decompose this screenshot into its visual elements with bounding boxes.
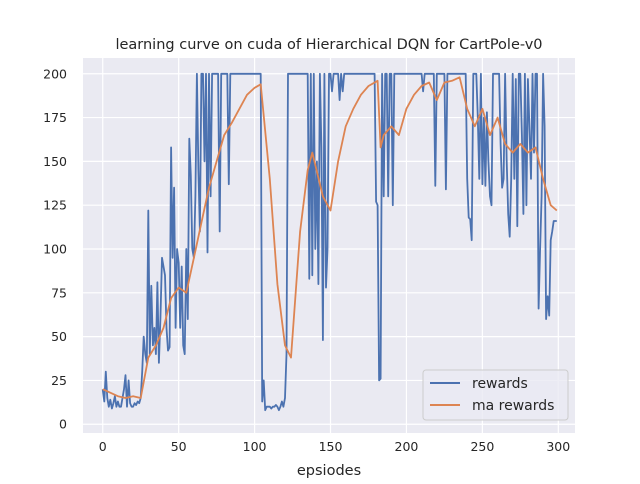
y-tick-label: 125 bbox=[43, 198, 67, 213]
series-line-ma-rewards bbox=[102, 76, 558, 399]
x-tick-label: 50 bbox=[171, 439, 187, 454]
series-line-rewards bbox=[101, 72, 557, 412]
series-lines bbox=[101, 72, 558, 412]
x-tick-label: 300 bbox=[546, 439, 570, 454]
y-tick-label: 75 bbox=[51, 285, 67, 300]
legend-label-rewards: rewards bbox=[472, 376, 528, 392]
chart-title: learning curve on cuda of Hierarchical D… bbox=[115, 37, 542, 53]
x-tick-labels: 0 50 100 150 200 250 300 bbox=[99, 439, 571, 454]
x-axis-label: epsiodes bbox=[297, 463, 361, 479]
y-tick-label: 25 bbox=[51, 373, 67, 388]
y-tick-label: 150 bbox=[43, 154, 67, 169]
y-tick-label: 100 bbox=[43, 242, 67, 257]
legend-label-ma-rewards: ma rewards bbox=[472, 398, 554, 414]
y-tick-labels: 0 25 50 75 100 125 150 175 200 bbox=[43, 66, 67, 431]
x-tick-label: 250 bbox=[470, 439, 494, 454]
x-tick-label: 150 bbox=[319, 439, 343, 454]
x-tick-label: 200 bbox=[395, 439, 419, 454]
legend: rewards ma rewards bbox=[422, 369, 569, 421]
y-tick-label: 50 bbox=[51, 329, 67, 344]
y-tick-label: 175 bbox=[43, 110, 67, 125]
x-tick-label: 100 bbox=[243, 439, 267, 454]
y-tick-label: 0 bbox=[59, 417, 67, 432]
x-tick-label: 0 bbox=[99, 439, 107, 454]
y-tick-label: 200 bbox=[43, 66, 67, 81]
